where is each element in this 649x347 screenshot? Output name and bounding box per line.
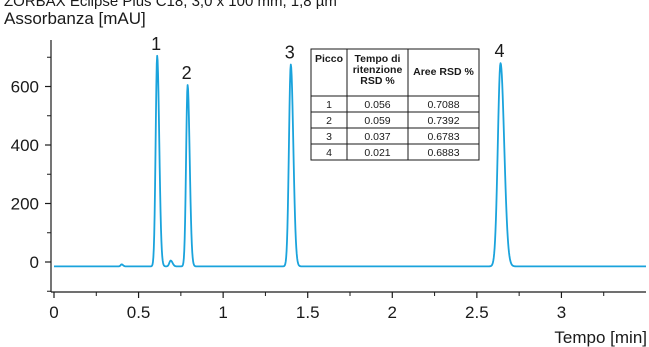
table-cell: 0.6783 — [427, 131, 459, 143]
peak-label: 3 — [285, 43, 295, 63]
table-header-cell: Tempo di — [355, 53, 401, 65]
table-header-cell: Picco — [315, 53, 343, 65]
y-ticks: 0 200 400 600 — [11, 56, 51, 292]
y-tick-label: 200 — [11, 195, 39, 214]
table-header-cell: RSD % — [360, 75, 395, 87]
table-cell: 0.021 — [364, 147, 390, 159]
y-tick-label: 0 — [30, 253, 39, 272]
x-tick-label: 0.5 — [127, 303, 151, 322]
peak-label: 4 — [495, 41, 505, 61]
x-tick-label: 3 — [557, 303, 566, 322]
x-tick-label: 2.5 — [465, 303, 489, 322]
table-cell: 0.056 — [364, 99, 390, 111]
chart-header-fragment: ZORBAX Eclipse Plus C18, 3,0 x 100 mm, 1… — [4, 0, 337, 10]
table-cell: 4 — [326, 147, 332, 159]
x-ticks: 0 0.5 1 1.5 2 2.5 3 — [49, 292, 605, 322]
x-tick-label: 1 — [218, 303, 227, 322]
x-tick-label: 0 — [49, 303, 58, 322]
table-cell: 0.7088 — [427, 99, 459, 111]
y-axis-title: Assorbanza [mAU] — [4, 9, 146, 28]
table-header-cell: Aree RSD % — [413, 66, 474, 78]
peak-labels: 1 2 3 4 — [151, 34, 504, 83]
plot-area — [53, 54, 647, 268]
peak-label: 1 — [151, 34, 161, 54]
table-cell: 0.037 — [364, 131, 390, 143]
y-tick-label: 400 — [11, 136, 39, 155]
table-cell: 0.7392 — [427, 115, 459, 127]
table-cell: 0.059 — [364, 115, 390, 127]
table-cell: 2 — [326, 115, 332, 127]
x-tick-label: 1.5 — [296, 303, 320, 322]
chromatogram-trace — [53, 54, 647, 268]
table-cell: 1 — [326, 99, 332, 111]
peak-label: 2 — [182, 63, 192, 83]
table-frame — [310, 48, 480, 161]
table-cell: 0.6883 — [427, 147, 459, 159]
y-tick-label: 600 — [11, 78, 39, 97]
table-header-cell: ritenzione — [353, 64, 403, 76]
x-tick-label: 2 — [388, 303, 397, 322]
x-axis-title: Tempo [min] — [554, 328, 647, 347]
table-cell: 3 — [326, 131, 332, 143]
